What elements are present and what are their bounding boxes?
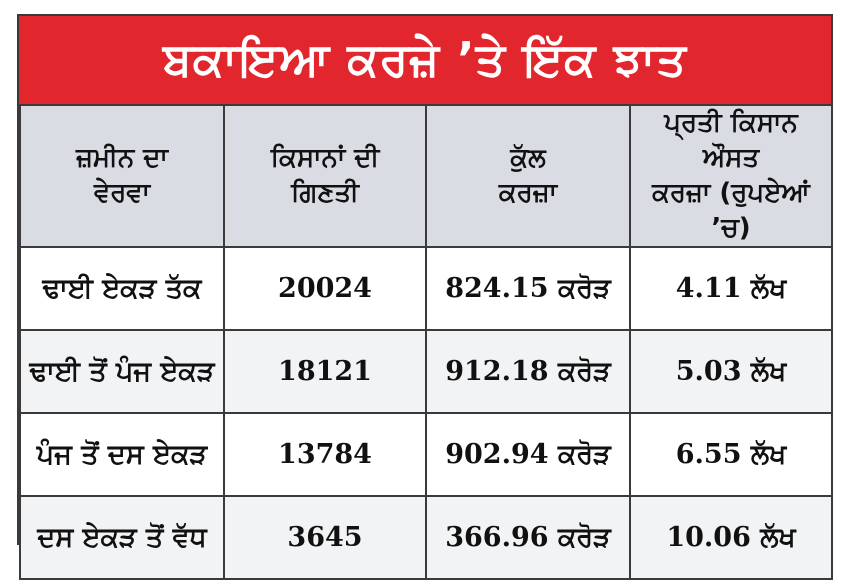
cell-total-debt: 366.96 ਕਰੋੜ bbox=[425, 495, 631, 580]
cell-land: ਪੰਜ ਤੋਂ ਦਸ ਏਕੜ bbox=[19, 412, 225, 498]
cell-farmers: 13784 bbox=[223, 412, 427, 498]
table-row: ਪੰਜ ਤੋਂ ਦਸ ਏਕੜ 13784 902.94 ਕਰੋੜ 6.55 ਲੱ… bbox=[19, 412, 833, 498]
header-row: ਜ਼ਮੀਨ ਦਾ ਵੇਰਵਾ ਕਿਸਾਨਾਂ ਦੀ ਗਿਣਤੀ ਕੁੱਲ ਕਰਜ… bbox=[19, 103, 833, 249]
cell-total-debt: 824.15 ਕਰੋੜ bbox=[425, 246, 631, 332]
cell-land: ਦਸ ਏਕੜ ਤੋਂ ਵੱਧ bbox=[19, 495, 225, 580]
header-land-details: ਜ਼ਮੀਨ ਦਾ ਵੇਰਵਾ bbox=[19, 103, 225, 249]
panel-title: ਬਕਾਇਆ ਕਰਜ਼ੇ ’ਤੇ ਇੱਕ ਝਾਤ bbox=[19, 16, 831, 104]
cell-average-debt: 5.03 ਲੱਖ bbox=[629, 329, 833, 415]
cell-land: ਢਾਈ ਏਕੜ ਤੱਕ bbox=[19, 246, 225, 332]
debt-summary-panel: ਬਕਾਇਆ ਕਰਜ਼ੇ ’ਤੇ ਇੱਕ ਝਾਤ ਜ਼ਮੀਨ ਦਾ ਵੇਰਵਾ ਕ… bbox=[17, 14, 833, 580]
header-line: ਕਰਜ਼ਾ (ਰੁਪਏਆਂ ’ਚ) bbox=[652, 178, 810, 244]
header-line: ਪ੍ਰਤੀ ਕਿਸਾਨ ਔਸਤ bbox=[664, 108, 798, 174]
header-line: ਜ਼ਮੀਨ ਦਾ bbox=[76, 143, 168, 174]
cell-farmers: 20024 bbox=[223, 246, 427, 332]
table-row: ਦਸ ਏਕੜ ਤੋਂ ਵੱਧ 3645 366.96 ਕਰੋੜ 10.06 ਲੱ… bbox=[19, 495, 833, 580]
cell-average-debt: 4.11 ਲੱਖ bbox=[629, 246, 833, 332]
header-average-debt: ਪ੍ਰਤੀ ਕਿਸਾਨ ਔਸਤ ਕਰਜ਼ਾ (ਰੁਪਏਆਂ ’ਚ) bbox=[629, 103, 833, 249]
header-farmer-count: ਕਿਸਾਨਾਂ ਦੀ ਗਿਣਤੀ bbox=[223, 103, 427, 249]
header-line: ਕਰਜ਼ਾ bbox=[498, 178, 558, 209]
header-line: ਵੇਰਵਾ bbox=[93, 178, 151, 209]
debt-table: ਜ਼ਮੀਨ ਦਾ ਵੇਰਵਾ ਕਿਸਾਨਾਂ ਦੀ ਗਿਣਤੀ ਕੁੱਲ ਕਰਜ… bbox=[19, 103, 833, 580]
header-total-debt: ਕੁੱਲ ਕਰਜ਼ਾ bbox=[425, 103, 631, 249]
header-line: ਗਿਣਤੀ bbox=[291, 178, 359, 209]
table-row: ਢਾਈ ਤੋਂ ਪੰਜ ਏਕੜ 18121 912.18 ਕਰੋੜ 5.03 ਲ… bbox=[19, 329, 833, 415]
cell-farmers: 3645 bbox=[223, 495, 427, 580]
cell-average-debt: 10.06 ਲੱਖ bbox=[629, 495, 833, 580]
cell-total-debt: 902.94 ਕਰੋੜ bbox=[425, 412, 631, 498]
cell-land: ਢਾਈ ਤੋਂ ਪੰਜ ਏਕੜ bbox=[19, 329, 225, 415]
table-row: ਢਾਈ ਏਕੜ ਤੱਕ 20024 824.15 ਕਰੋੜ 4.11 ਲੱਖ bbox=[19, 246, 833, 332]
cell-farmers: 18121 bbox=[223, 329, 427, 415]
cell-average-debt: 6.55 ਲੱਖ bbox=[629, 412, 833, 498]
header-line: ਕਿਸਾਨਾਂ ਦੀ bbox=[270, 143, 380, 174]
cell-total-debt: 912.18 ਕਰੋੜ bbox=[425, 329, 631, 415]
header-line: ਕੁੱਲ bbox=[510, 143, 546, 174]
